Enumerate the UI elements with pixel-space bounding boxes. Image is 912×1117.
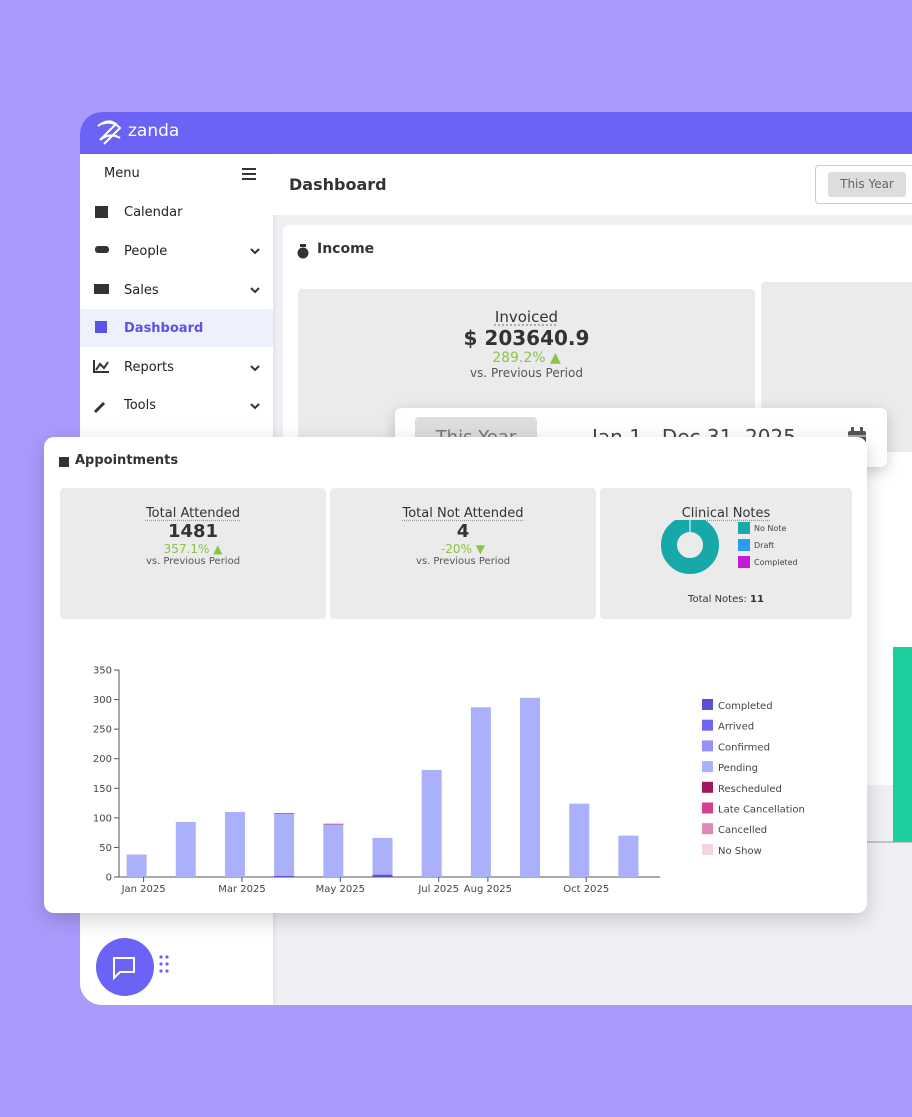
nav-item[interactable]: Tools [124, 397, 157, 413]
x-tick-label: May 2025 [316, 884, 365, 895]
nav-item[interactable]: People [124, 243, 168, 259]
bar-segment [224, 811, 245, 877]
stat-card: Total Attended 1481 357.1% ▲ vs. Previou… [60, 488, 326, 619]
appointments-icon [59, 457, 69, 467]
card-value: 1481 [167, 521, 219, 542]
drag-handle[interactable] [158, 954, 170, 978]
legend-label: Late Cancellation [718, 805, 805, 816]
card-label: Invoiced [494, 308, 559, 326]
bar-segment [274, 813, 295, 876]
nav-item[interactable]: Reports [124, 359, 174, 375]
legend-swatch [738, 556, 750, 568]
nav-item[interactable]: Calendar [124, 204, 183, 220]
bar-segment [175, 821, 196, 877]
x-tick-label: Mar 2025 [218, 884, 265, 895]
card-note: vs. Previous Period [470, 366, 583, 380]
chat-button[interactable] [96, 938, 154, 996]
y-tick-label: 100 [93, 813, 112, 824]
bar-segment [470, 707, 491, 877]
legend-label: Draft [754, 541, 774, 550]
y-tick-label: 250 [93, 725, 112, 736]
card-change: -20% [440, 542, 472, 556]
top-bar: zanda [80, 112, 912, 154]
y-tick-label: 350 [93, 666, 112, 677]
card-value: $ 203640.9 [463, 326, 590, 350]
nav-icons [93, 206, 260, 414]
card-change: 289.2% [492, 350, 546, 366]
notes-total-value: 11 [750, 594, 764, 605]
appointments-chart: 0 50 100 150 200 250 300 350 Jan 2025 Mar 2025 May… [93, 666, 805, 896]
legend-label: Completed [754, 558, 798, 567]
x-tick-label: Aug 2025 [464, 884, 512, 895]
bar-segment [520, 697, 541, 877]
legend-label: Arrived [718, 722, 754, 733]
bar-segment [323, 823, 344, 825]
legend-swatch [702, 781, 713, 793]
legend-label: No Note [754, 524, 786, 533]
legend-label: Cancelled [718, 825, 767, 836]
legend-swatch [702, 761, 713, 773]
legend-label: Rescheduled [718, 784, 782, 795]
bar-segment [372, 837, 393, 875]
card-label: Total Attended [145, 506, 241, 521]
card-label: Clinical Notes [681, 506, 771, 521]
period-select[interactable]: This Year [815, 165, 912, 204]
notes-card: Clinical Notes No Note Draft Completed Tot… [600, 488, 852, 619]
notes-chart: No Note Draft Completed [661, 520, 798, 574]
income-title: Income [317, 241, 375, 257]
legend-swatch [702, 802, 713, 814]
page-title: Dashboard [289, 175, 387, 194]
bar-segment [323, 824, 344, 877]
legend-swatch [738, 522, 750, 534]
x-tick-label: Jan 2025 [121, 884, 166, 895]
card-label: Total Not Attended [402, 506, 524, 521]
stat-card: Total Not Attended 4 -20% ▼ vs. Previous… [330, 488, 596, 619]
legend-swatch [702, 719, 713, 731]
x-tick-label: Jul 2025 [417, 884, 459, 895]
header: Dashboard This Year [273, 154, 912, 215]
bar-segment [126, 854, 147, 877]
menu-title: Menu [104, 166, 140, 181]
brand: zanda [128, 121, 180, 141]
legend-swatch [702, 699, 713, 710]
card-change: 357.1% [163, 542, 210, 556]
notes-total: Total Notes: 11 [600, 594, 852, 605]
legend-swatch [702, 823, 713, 835]
nav-item[interactable]: Sales [124, 282, 159, 298]
y-tick-label: 50 [99, 843, 112, 854]
bar-segment [569, 803, 590, 877]
card-value: 4 [456, 521, 470, 542]
nav-item-active[interactable]: Dashboard [80, 309, 273, 347]
bar-segment [618, 835, 639, 877]
appointments-panel: Appointments Total Attended 1481 357.1% … [44, 437, 867, 913]
menu-icon[interactable] [242, 168, 256, 180]
bar-segment [372, 874, 393, 877]
appointments-title: Appointments [75, 453, 179, 468]
card-note: vs. Previous Period [145, 556, 241, 567]
legend-label: Completed [718, 701, 773, 712]
y-tick-label: 150 [93, 784, 112, 795]
logo-mark [97, 120, 122, 145]
legend-swatch [738, 539, 750, 551]
period-button[interactable]: This Year [828, 172, 906, 197]
y-tick-label: 300 [93, 695, 112, 706]
legend-swatch [702, 740, 713, 752]
x-tick-label: Oct 2025 [563, 884, 609, 895]
y-tick-label: 0 [106, 873, 112, 884]
legend-label: Pending [718, 763, 758, 774]
bar-segment [274, 813, 295, 814]
card-note: vs. Previous Period [415, 556, 511, 567]
y-tick-label: 200 [93, 754, 112, 765]
bar-segment [274, 875, 295, 877]
legend-label: No Show [718, 846, 762, 857]
income-icon [297, 244, 309, 259]
bar-segment [421, 769, 442, 877]
legend-label: Confirmed [718, 742, 770, 753]
notes-total-label: Total Notes: [688, 594, 747, 605]
legend-swatch [702, 843, 713, 855]
